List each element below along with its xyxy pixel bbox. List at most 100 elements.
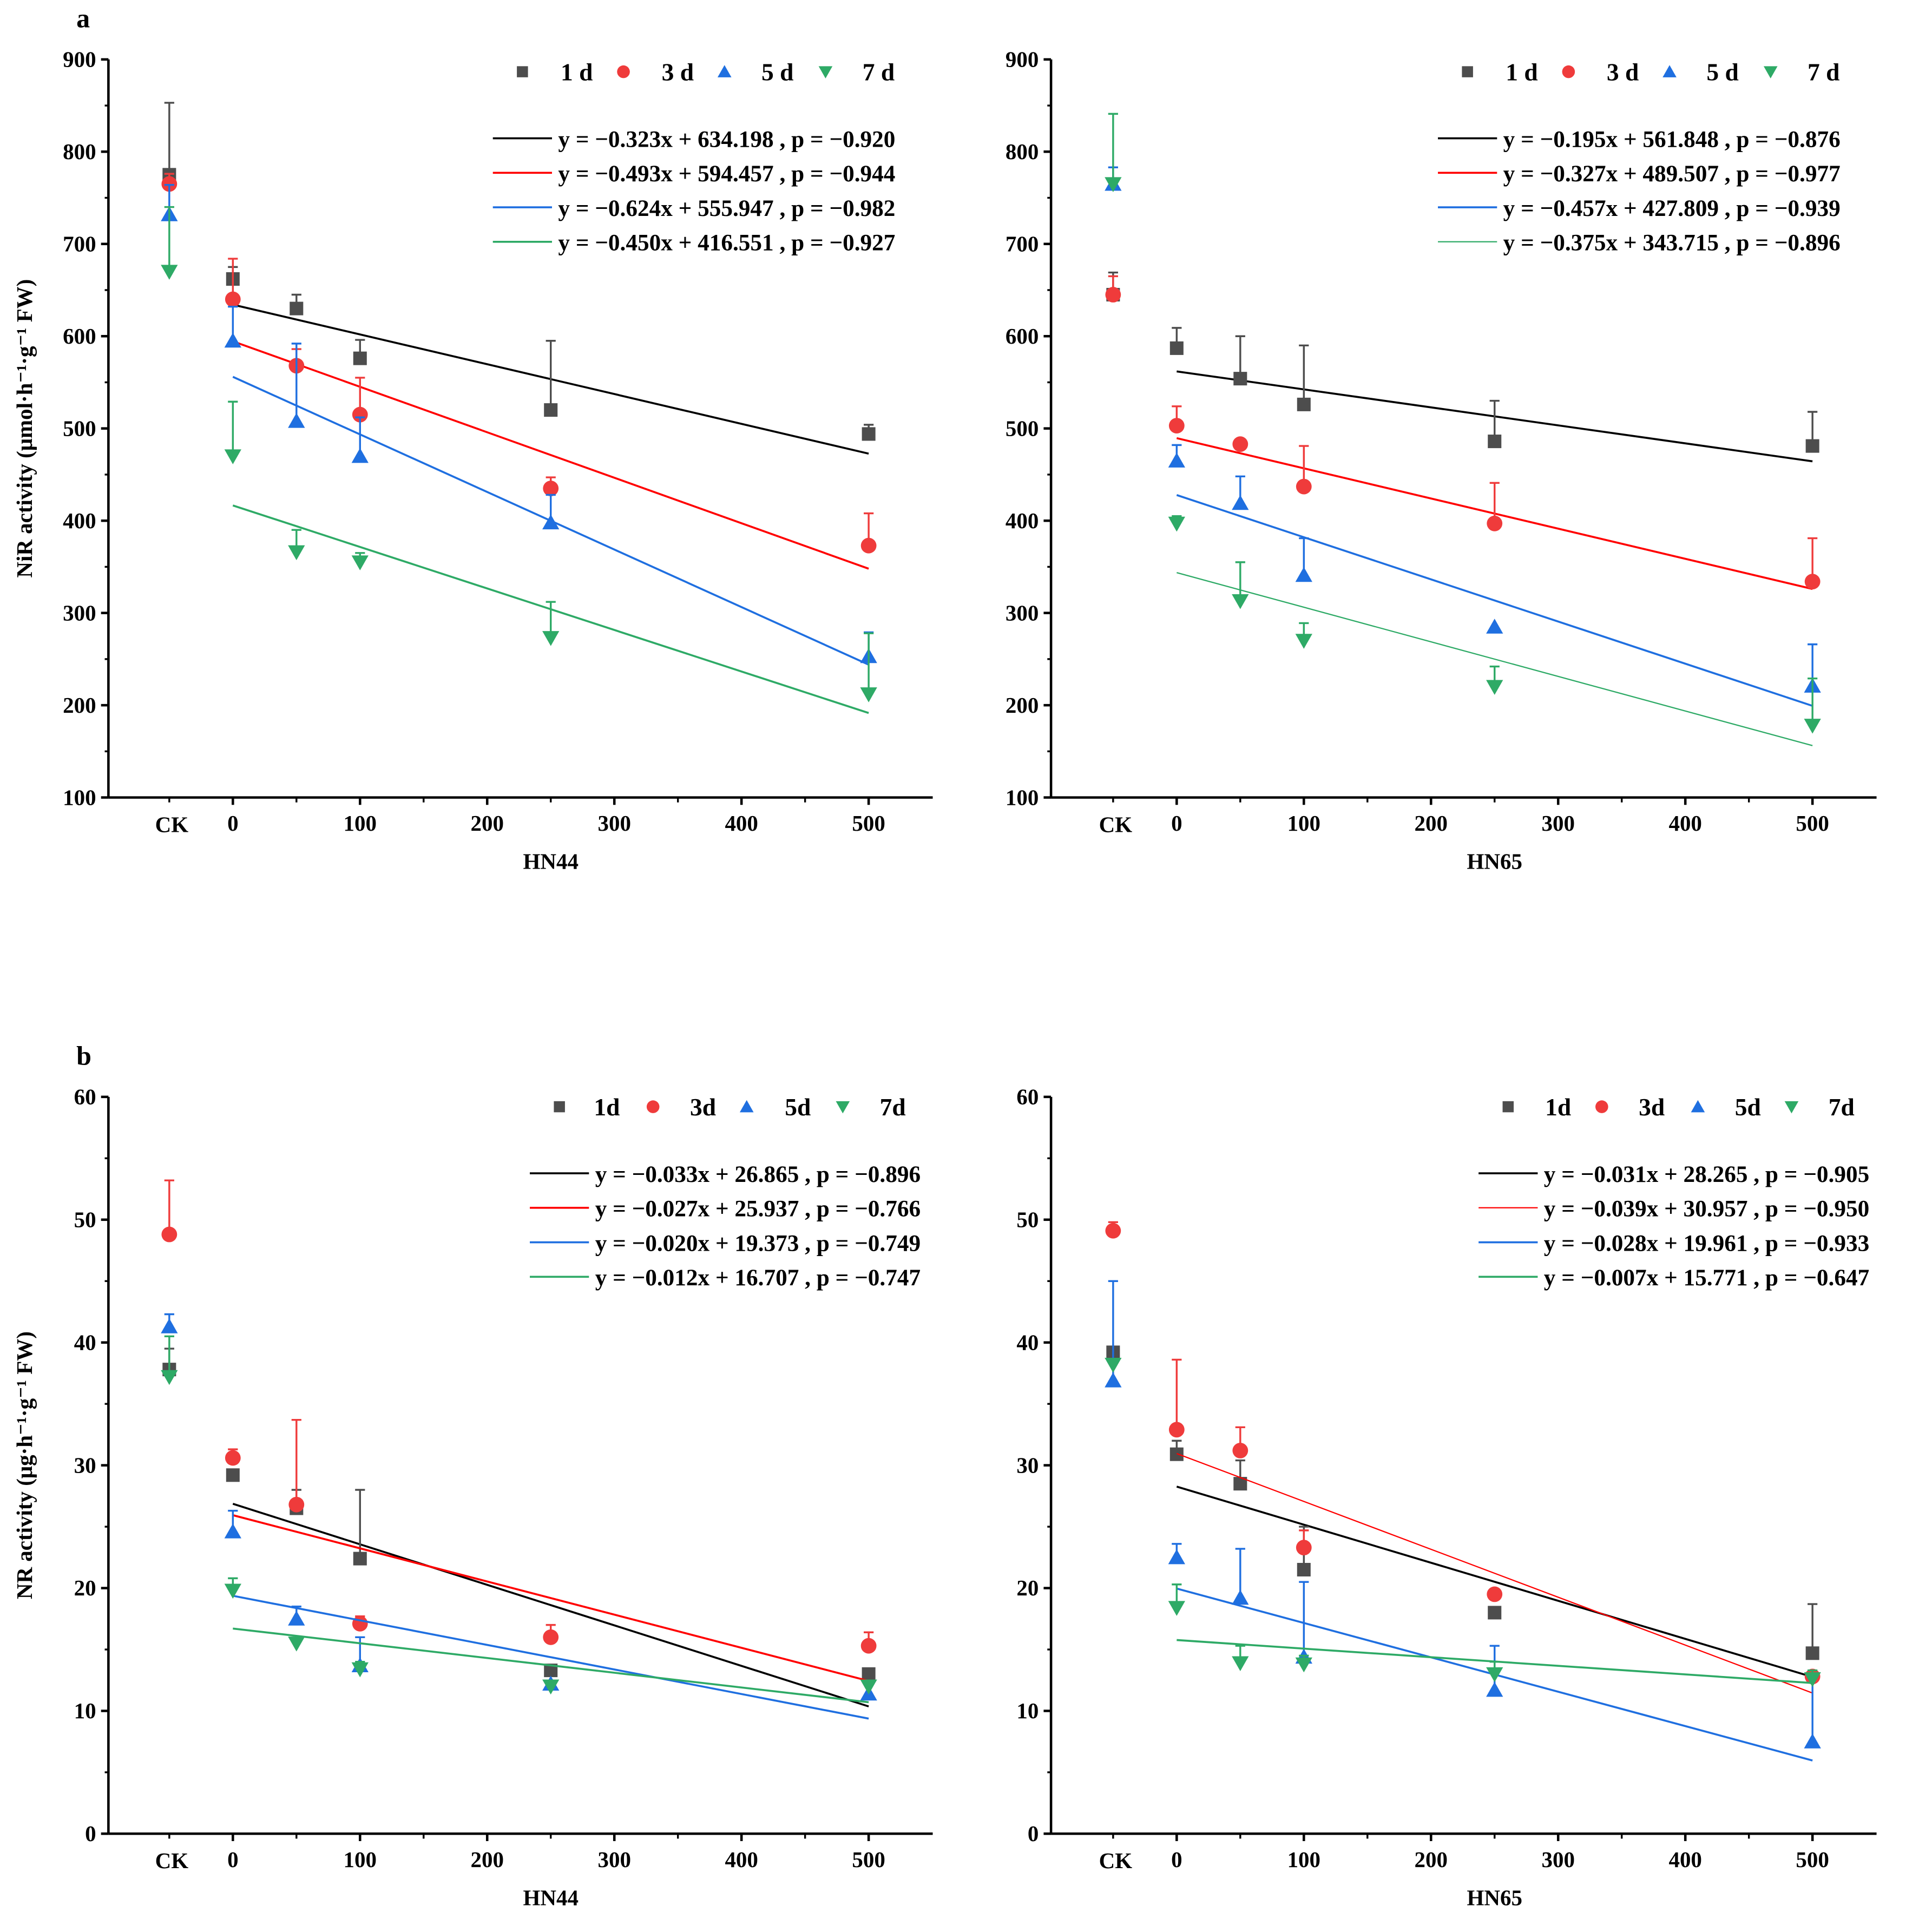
legend-label-3d: 3d xyxy=(1639,1093,1665,1121)
equation-text-7d: y = −0.012x + 16.707 , p = −0.747 xyxy=(595,1265,921,1291)
data-point xyxy=(1804,1672,1821,1687)
data-point xyxy=(1297,1562,1311,1577)
data-point xyxy=(225,291,241,307)
y-tick-label: 300 xyxy=(63,600,96,625)
x-tick-label: 100 xyxy=(344,811,377,836)
data-point xyxy=(225,1450,241,1466)
y-tick-label: 20 xyxy=(1016,1575,1039,1600)
y-tick-label: 60 xyxy=(74,1085,96,1109)
legend-label-1d: 1d xyxy=(594,1093,620,1121)
x-tick-label: 100 xyxy=(1287,811,1320,836)
x-tick-label-ck: CK xyxy=(1099,1848,1133,1873)
data-point xyxy=(1297,397,1311,411)
x-tick-label: 300 xyxy=(1541,811,1574,836)
legend-marker-1d xyxy=(1462,66,1473,77)
fit-line xyxy=(1176,1486,1813,1678)
y-tick-label: 300 xyxy=(1006,600,1039,625)
series-1d xyxy=(162,102,876,455)
data-point xyxy=(862,427,876,441)
series-3d xyxy=(1105,275,1821,590)
legend-label-3d: 3d xyxy=(690,1093,716,1121)
y-axis-label: NiR activity (μmol·h⁻¹·g⁻¹ FW) xyxy=(12,279,37,578)
data-point xyxy=(352,1615,368,1632)
y-tick-label: 500 xyxy=(1006,416,1039,441)
panel-3: b 0 10 20 30 40 50 60 0 100 200 300 400 500 CK HN44 NR a… xyxy=(12,1041,933,1910)
legend-label-7d: 7d xyxy=(880,1093,906,1121)
data-point xyxy=(226,1468,240,1482)
legend-marker-3d xyxy=(1562,65,1575,78)
legend-label-5d: 5 d xyxy=(761,58,793,86)
legend-label-3d: 3 d xyxy=(662,58,694,86)
data-point xyxy=(1295,634,1312,649)
data-point xyxy=(1105,177,1122,192)
data-point xyxy=(1168,516,1185,532)
y-tick-label: 600 xyxy=(1006,324,1039,349)
data-point xyxy=(224,1523,241,1539)
fit-line xyxy=(233,1627,869,1704)
data-point xyxy=(1232,1656,1249,1671)
data-point xyxy=(1296,478,1312,495)
y-tick-label: 900 xyxy=(1006,47,1039,71)
equation-text-5d: y = −0.020x + 19.373 , p = −0.749 xyxy=(595,1230,921,1256)
data-point xyxy=(1105,1223,1121,1239)
legend-marker-5d xyxy=(739,1100,754,1113)
x-tick-label-ck: CK xyxy=(155,1848,189,1873)
y-tick-label: 50 xyxy=(74,1207,96,1232)
equation-text-1d: y = −0.031x + 28.265 , p = −0.905 xyxy=(1544,1161,1869,1187)
y-tick-label: 900 xyxy=(63,47,96,71)
x-tick-label: 0 xyxy=(1171,1847,1182,1872)
x-tick-label: 400 xyxy=(1668,811,1701,836)
data-point xyxy=(353,351,367,365)
equation-text-7d: y = −0.375x + 343.715 , p = −0.896 xyxy=(1503,230,1841,256)
legend-label-1d: 1d xyxy=(1545,1093,1571,1121)
data-point xyxy=(288,413,305,428)
y-tick-label: 0 xyxy=(85,1821,96,1846)
x-axis-label: HN44 xyxy=(523,849,579,874)
data-point xyxy=(224,449,241,464)
x-axis-label: HN44 xyxy=(523,1885,579,1910)
x-axis-label: HN65 xyxy=(1467,1885,1522,1910)
y-tick-label: 200 xyxy=(1006,693,1039,718)
data-point xyxy=(161,1370,178,1385)
data-point xyxy=(161,1226,178,1243)
y-tick-label: 800 xyxy=(63,139,96,164)
y-tick-label: 60 xyxy=(1016,1085,1039,1109)
series-1d xyxy=(1106,1345,1819,1678)
data-point xyxy=(542,631,560,646)
series-1d xyxy=(162,1348,876,1707)
panel-label: b xyxy=(76,1041,91,1071)
series-5d xyxy=(1105,1280,1821,1762)
data-point xyxy=(288,1637,305,1652)
data-point xyxy=(161,1318,178,1333)
panel-4: 0 10 20 30 40 50 60 0 100 200 300 400 500 CK HN65 1d y =… xyxy=(1016,1085,1877,1910)
y-tick-label: 100 xyxy=(1006,785,1039,810)
data-point xyxy=(1232,436,1248,452)
legend-marker-7d xyxy=(1763,66,1778,78)
legend-marker-3d xyxy=(646,1100,660,1113)
data-point xyxy=(288,1611,305,1626)
legend-label-1d: 1 d xyxy=(561,58,593,86)
data-point xyxy=(1805,439,1819,453)
x-tick-label: 0 xyxy=(227,811,238,836)
panel-2: 100 200 300 400 500 600 700 800 900 0 100 200 300 400… xyxy=(1006,47,1877,874)
data-point xyxy=(351,1662,369,1678)
legend-marker-5d xyxy=(1691,1100,1705,1113)
equation-text-1d: y = −0.195x + 561.848 , p = −0.876 xyxy=(1503,126,1841,152)
equation-text-7d: y = −0.007x + 15.771 , p = −0.647 xyxy=(1544,1265,1869,1291)
data-point xyxy=(860,1638,877,1654)
y-tick-label: 10 xyxy=(1016,1698,1039,1723)
data-point xyxy=(1486,680,1503,695)
data-point xyxy=(1168,1422,1185,1438)
x-axis-label: HN65 xyxy=(1467,849,1522,874)
data-point xyxy=(1487,1586,1503,1602)
panel-1: a 100 200 300 400 500 600 700 800 900 0 100 200 300 40… xyxy=(12,3,933,874)
y-tick-label: 200 xyxy=(63,693,96,718)
data-point xyxy=(1168,1549,1185,1565)
data-point xyxy=(161,265,178,280)
series-1d xyxy=(1106,271,1819,463)
y-tick-label: 0 xyxy=(1028,1821,1039,1846)
data-point xyxy=(1486,619,1503,634)
series-7d xyxy=(1105,1358,1821,1687)
